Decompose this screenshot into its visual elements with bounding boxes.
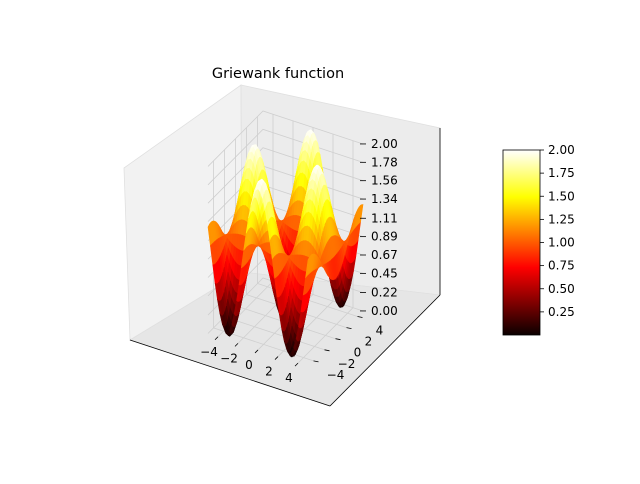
chart-title: Griewank function — [212, 66, 344, 82]
x-axis-ticks: −4 −2 0 2 4 — [200, 336, 299, 385]
x-tick-mark — [254, 349, 259, 354]
z-gridline — [207, 110, 364, 167]
colorbar-tick-label: 0.50 — [548, 282, 575, 296]
colorbar-tick-label: 0.75 — [548, 259, 575, 273]
x-tick-label: 4 — [285, 371, 293, 385]
z-tick-label: 1.56 — [371, 174, 398, 188]
z-gridline — [207, 128, 364, 186]
x-tick-mark — [234, 343, 239, 347]
z-tick-label: 2.00 — [371, 137, 398, 151]
x-tick-mark — [294, 362, 299, 367]
colorbar-tick-label: 2.00 — [548, 143, 575, 157]
z-tick-label: 1.34 — [371, 192, 398, 206]
x-tick-label: −2 — [220, 351, 238, 365]
surface-patch — [305, 257, 310, 279]
colorbar-tick-label: 0.25 — [548, 305, 575, 319]
y-tick-mark — [346, 327, 352, 329]
z-axis-ticks: 0.00 0.22 0.45 0.67 0.89 1.11 1.34 1.56 1.78 2.00 — [360, 137, 398, 318]
colorbar-gradient — [502, 149, 541, 336]
y-tick-label: −4 — [327, 368, 345, 382]
z-tick-label: 1.78 — [371, 155, 398, 169]
z-tick-label: 0.00 — [371, 304, 398, 318]
colorbar-tick-label: 1.50 — [548, 189, 575, 203]
y-tick-mark — [357, 316, 363, 318]
colorbar-tick-label: 1.00 — [548, 236, 575, 250]
z-tick-label: 0.67 — [371, 248, 398, 262]
z-tick-label: 0.89 — [371, 230, 398, 244]
y-tick-label: 2 — [365, 335, 373, 349]
y-tick-mark — [324, 349, 330, 352]
x-axis-line — [129, 339, 331, 407]
colorbar-tick-label: 1.25 — [548, 212, 575, 226]
z-tick-label: 0.45 — [371, 266, 398, 280]
y-tick-mark — [335, 338, 341, 341]
y-tick-mark — [313, 360, 319, 363]
z-tick-label: 0.22 — [371, 286, 398, 300]
x-tick-mark — [214, 336, 219, 341]
y-tick-label: 4 — [376, 324, 384, 338]
x-tick-label: 0 — [245, 358, 253, 372]
y-tick-label: −2 — [338, 357, 356, 371]
colorbar-ticks: 0.25 0.50 0.75 1.00 1.25 1.50 1.75 2.00 — [540, 143, 575, 319]
z-tick-label: 1.11 — [371, 211, 398, 225]
colorbar: 0.25 0.50 0.75 1.00 1.25 1.50 1.75 2.00 — [502, 143, 575, 336]
x-tick-mark — [274, 356, 279, 360]
y-tick-label: 0 — [354, 346, 362, 360]
x-tick-label: −4 — [200, 345, 218, 359]
y-axis-line — [329, 294, 441, 407]
colorbar-tick-label: 1.75 — [548, 166, 575, 180]
surface-plot — [207, 129, 364, 358]
z-gridline — [207, 147, 364, 204]
x-tick-label: 2 — [265, 365, 273, 379]
